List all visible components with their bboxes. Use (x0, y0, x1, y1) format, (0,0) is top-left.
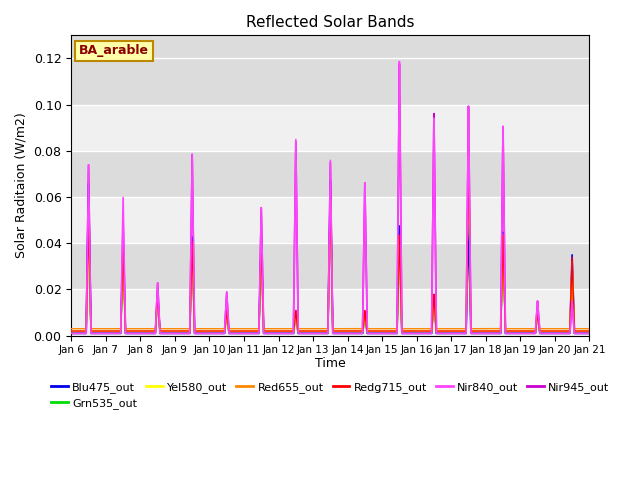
Text: BA_arable: BA_arable (79, 44, 149, 57)
Bar (71, 105, 589, 151)
Legend: Blu475_out, Grn535_out, Yel580_out, Red655_out, Redg715_out, Nir840_out, Nir945_: Blu475_out, Grn535_out, Yel580_out, Red6… (47, 377, 614, 413)
Y-axis label: Solar Raditaion (W/m2): Solar Raditaion (W/m2) (15, 113, 28, 258)
Title: Reflected Solar Bands: Reflected Solar Bands (246, 15, 415, 30)
X-axis label: Time: Time (315, 357, 346, 370)
Bar (71, 243, 589, 289)
Bar (71, 197, 589, 243)
Bar (71, 151, 589, 197)
Bar (71, 59, 589, 105)
Bar (71, 289, 589, 336)
